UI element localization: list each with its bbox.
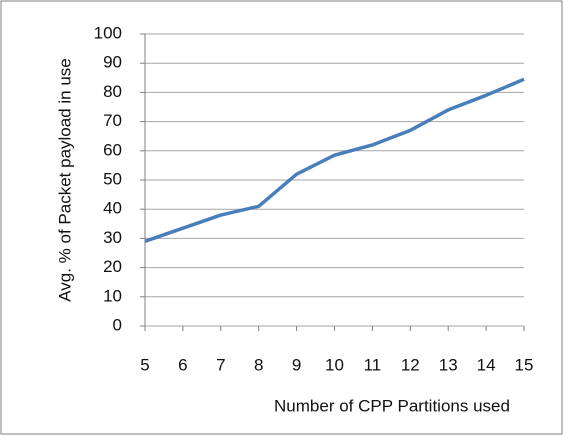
x-tick-label: 7 [216, 355, 225, 374]
y-tick-label: 20 [103, 257, 122, 276]
y-axis-title: Avg. % of Packet payload in use [55, 58, 74, 302]
x-tick-label: 12 [401, 355, 420, 374]
x-tick-label: 10 [325, 355, 344, 374]
x-tick-label: 6 [178, 355, 187, 374]
y-tick-label: 80 [103, 82, 122, 101]
y-tick-label: 30 [103, 228, 122, 247]
x-tick-label: 9 [292, 355, 301, 374]
x-tick-label: 5 [140, 355, 149, 374]
x-axis-title: Number of CPP Partitions used [274, 396, 510, 415]
x-tick-label: 15 [515, 355, 534, 374]
y-tick-label: 90 [103, 53, 122, 72]
x-tick-label: 8 [254, 355, 263, 374]
y-tick-label: 60 [103, 140, 122, 159]
x-tick-label: 14 [477, 355, 496, 374]
y-tick-label: 10 [103, 286, 122, 305]
x-tick-label: 13 [439, 355, 458, 374]
data-line [144, 77, 525, 243]
y-tick-label: 70 [103, 111, 122, 130]
x-tick-label: 11 [364, 355, 382, 374]
y-tick-label: 50 [103, 169, 122, 188]
y-tick-label: 100 [94, 23, 122, 42]
y-tick-label: 0 [113, 315, 122, 334]
y-tick-label: 40 [103, 199, 122, 218]
